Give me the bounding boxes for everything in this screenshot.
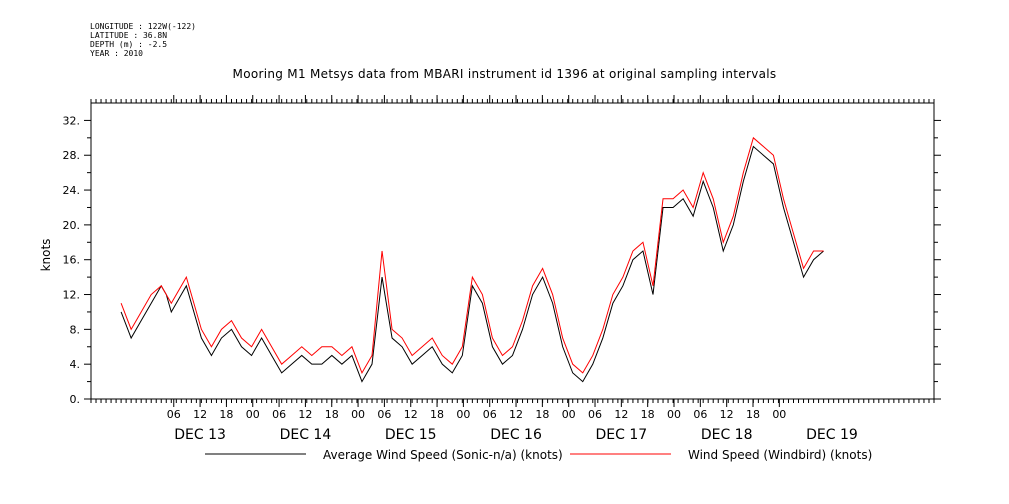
x-tick-label: 12	[509, 408, 523, 421]
x-tick-label: 06	[483, 408, 497, 421]
x-day-label: DEC 13	[174, 427, 226, 443]
x-tick-label: 12	[404, 408, 418, 421]
x-tick-label: 06	[377, 408, 391, 421]
year-text: YEAR : 2010	[90, 49, 143, 58]
x-tick-label: 12	[720, 408, 734, 421]
x-tick-label: 06	[588, 408, 602, 421]
x-day-label: DEC 17	[596, 427, 648, 443]
legend-label-windbird: Wind Speed (Windbird) (knots)	[688, 448, 872, 462]
x-tick-label: 12	[614, 408, 628, 421]
y-tick-label: 20.	[63, 219, 81, 232]
legend-label-average-wind: Average Wind Speed (Sonic-n/a) (knots)	[323, 448, 563, 462]
x-tick-label: 00	[456, 408, 470, 421]
x-tick-label: 18	[219, 408, 233, 421]
y-tick-label: 28.	[63, 149, 81, 162]
x-tick-label: 18	[325, 408, 339, 421]
y-axis-label: knots	[39, 239, 53, 272]
x-tick-label: 18	[746, 408, 760, 421]
plot-area: 0. 4. 8. 12. 16. 20. 24. 28. 32. 06 12 18 00 06 12 18 00…	[63, 95, 941, 443]
depth-text: DEPTH (m) : -2.5	[90, 40, 168, 49]
series-windbird-line	[120, 136, 824, 375]
x-tick-label: 00	[351, 408, 365, 421]
legend: Average Wind Speed (Sonic-n/a) (knots) W…	[205, 448, 872, 462]
y-tick-label: 32.	[63, 114, 81, 127]
x-tick-label: 12	[298, 408, 312, 421]
x-tick-label: 18	[430, 408, 444, 421]
series-average-wind-line	[120, 145, 824, 383]
latitude-text: LATITUDE : 36.8N	[90, 31, 168, 40]
x-tick-label: 00	[246, 408, 260, 421]
y-tick-label: 24.	[63, 184, 81, 197]
x-tick-label: 00	[772, 408, 786, 421]
x-day-label: DEC 16	[490, 427, 542, 443]
x-tick-label: 06	[693, 408, 707, 421]
x-tick-label: 00	[667, 408, 681, 421]
x-day-label: DEC 19	[806, 427, 858, 443]
x-tick-label: 06	[167, 408, 181, 421]
x-tick-label: 00	[562, 408, 576, 421]
x-day-label: DEC 15	[385, 427, 437, 443]
chart-title: Mooring M1 Metsys data from MBARI instru…	[232, 67, 777, 81]
longitude-text: LONGITUDE : 122W(-122)	[90, 22, 196, 31]
y-tick-label: 0.	[70, 393, 81, 406]
y-tick-label: 12.	[63, 289, 81, 302]
y-tick-label: 16.	[63, 254, 81, 267]
x-day-label: DEC 14	[280, 427, 332, 443]
x-tick-label: 12	[193, 408, 207, 421]
metadata-block: LONGITUDE : 122W(-122) LATITUDE : 36.8N …	[90, 22, 196, 58]
x-day-label: DEC 18	[701, 427, 753, 443]
y-tick-label: 4.	[70, 358, 81, 371]
y-tick-label: 8.	[70, 323, 81, 336]
x-tick-label: 18	[535, 408, 549, 421]
x-tick-label: 06	[272, 408, 286, 421]
x-tick-label: 18	[641, 408, 655, 421]
